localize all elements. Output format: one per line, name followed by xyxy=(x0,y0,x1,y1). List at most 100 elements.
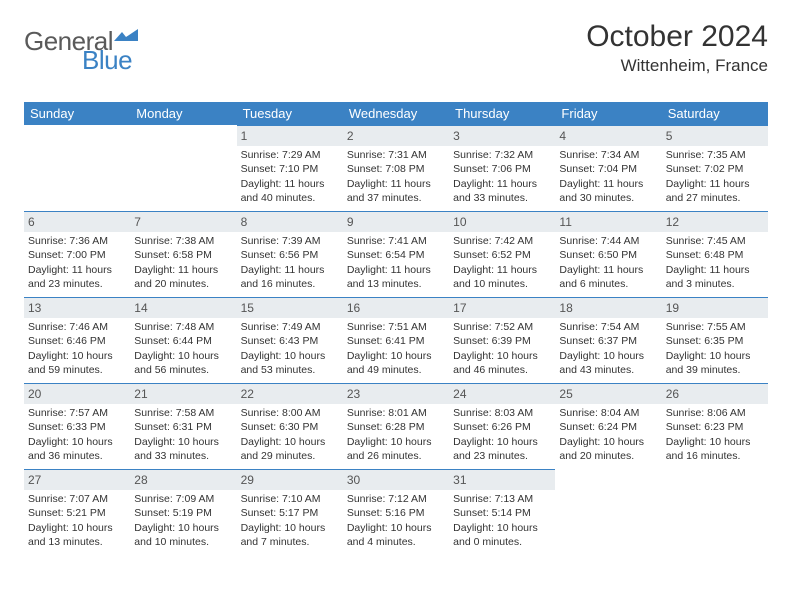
daylight-text: Daylight: 11 hours and 3 minutes. xyxy=(666,263,764,291)
day-cell: 10Sunrise: 7:42 AMSunset: 6:52 PMDayligh… xyxy=(449,211,555,297)
day-number: 19 xyxy=(662,297,768,318)
day-number: 14 xyxy=(130,297,236,318)
daylight-text: Daylight: 11 hours and 13 minutes. xyxy=(347,263,445,291)
sunrise-text: Sunrise: 7:29 AM xyxy=(241,148,339,162)
empty-cell xyxy=(130,125,236,211)
daylight-text: Daylight: 11 hours and 27 minutes. xyxy=(666,177,764,205)
sunset-text: Sunset: 7:04 PM xyxy=(559,162,657,176)
daylight-text: Daylight: 11 hours and 37 minutes. xyxy=(347,177,445,205)
day-cell: 15Sunrise: 7:49 AMSunset: 6:43 PMDayligh… xyxy=(237,297,343,383)
sunrise-text: Sunrise: 8:00 AM xyxy=(241,406,339,420)
sunrise-text: Sunrise: 7:35 AM xyxy=(666,148,764,162)
sunset-text: Sunset: 7:02 PM xyxy=(666,162,764,176)
sunset-text: Sunset: 6:52 PM xyxy=(453,248,551,262)
daylight-text: Daylight: 10 hours and 4 minutes. xyxy=(347,521,445,549)
sunset-text: Sunset: 7:10 PM xyxy=(241,162,339,176)
sunset-text: Sunset: 6:30 PM xyxy=(241,420,339,434)
sunset-text: Sunset: 7:06 PM xyxy=(453,162,551,176)
daylight-text: Daylight: 11 hours and 6 minutes. xyxy=(559,263,657,291)
day-cell: 30 Sunrise: 7:12 AMSunset: 5:16 PMDayligh… xyxy=(343,469,449,555)
daylight-text: Daylight: 10 hours and 16 minutes. xyxy=(666,435,764,463)
sunset-text: Sunset: 6:44 PM xyxy=(134,334,232,348)
daylight-text: Daylight: 10 hours and 39 minutes. xyxy=(666,349,764,377)
daylight-text: Daylight: 11 hours and 33 minutes. xyxy=(453,177,551,205)
dow-header: Tuesday xyxy=(237,102,343,125)
sunrise-text: Sunrise: 7:12 AM xyxy=(347,492,445,506)
sunrise-text: Sunrise: 7:52 AM xyxy=(453,320,551,334)
sunset-text: Sunset: 7:08 PM xyxy=(347,162,445,176)
empty-cell xyxy=(24,125,130,211)
sunset-text: Sunset: 5:14 PM xyxy=(453,506,551,520)
day-number: 26 xyxy=(662,383,768,404)
day-cell: 18Sunrise: 7:54 AMSunset: 6:37 PMDayligh… xyxy=(555,297,661,383)
daylight-text: Daylight: 10 hours and 29 minutes. xyxy=(241,435,339,463)
location-label: Wittenheim, France xyxy=(586,56,768,76)
sunrise-text: Sunrise: 7:45 AM xyxy=(666,234,764,248)
day-cell: 7Sunrise: 7:38 AMSunset: 6:58 PMDaylight… xyxy=(130,211,236,297)
daylight-text: Daylight: 11 hours and 30 minutes. xyxy=(559,177,657,205)
sunrise-text: Sunrise: 7:38 AM xyxy=(134,234,232,248)
day-cell: 20Sunrise: 7:57 AMSunset: 6:33 PMDayligh… xyxy=(24,383,130,469)
dow-header: Wednesday xyxy=(343,102,449,125)
daylight-text: Daylight: 10 hours and 33 minutes. xyxy=(134,435,232,463)
day-cell: 11Sunrise: 7:44 AMSunset: 6:50 PMDayligh… xyxy=(555,211,661,297)
day-cell: 12Sunrise: 7:45 AMSunset: 6:48 PMDayligh… xyxy=(662,211,768,297)
day-cell: 6Sunrise: 7:36 AMSunset: 7:00 PMDaylight… xyxy=(24,211,130,297)
calendar-grid: SundayMondayTuesdayWednesdayThursdayFrid… xyxy=(24,102,768,555)
sunset-text: Sunset: 6:37 PM xyxy=(559,334,657,348)
daylight-text: Daylight: 11 hours and 10 minutes. xyxy=(453,263,551,291)
header-row: GeneralBlue October 2024 Wittenheim, Fra… xyxy=(24,20,768,88)
sunset-text: Sunset: 6:23 PM xyxy=(666,420,764,434)
sunset-text: Sunset: 6:24 PM xyxy=(559,420,657,434)
sunset-text: Sunset: 6:54 PM xyxy=(347,248,445,262)
day-cell: 5Sunrise: 7:35 AMSunset: 7:02 PMDaylight… xyxy=(662,125,768,211)
sunset-text: Sunset: 5:16 PM xyxy=(347,506,445,520)
sunrise-text: Sunrise: 7:34 AM xyxy=(559,148,657,162)
sunset-text: Sunset: 6:56 PM xyxy=(241,248,339,262)
daylight-text: Daylight: 10 hours and 59 minutes. xyxy=(28,349,126,377)
dow-header: Thursday xyxy=(449,102,555,125)
sunset-text: Sunset: 6:58 PM xyxy=(134,248,232,262)
daylight-text: Daylight: 10 hours and 36 minutes. xyxy=(28,435,126,463)
day-cell: 16Sunrise: 7:51 AMSunset: 6:41 PMDayligh… xyxy=(343,297,449,383)
day-number: 28 xyxy=(130,469,236,490)
day-number: 25 xyxy=(555,383,661,404)
day-number: 31 xyxy=(449,469,555,490)
day-cell: 25Sunrise: 8:04 AMSunset: 6:24 PMDayligh… xyxy=(555,383,661,469)
daylight-text: Daylight: 10 hours and 56 minutes. xyxy=(134,349,232,377)
sunrise-text: Sunrise: 7:36 AM xyxy=(28,234,126,248)
day-number: 30 xyxy=(343,469,449,490)
sunrise-text: Sunrise: 8:06 AM xyxy=(666,406,764,420)
sunrise-text: Sunrise: 7:41 AM xyxy=(347,234,445,248)
sunrise-text: Sunrise: 7:13 AM xyxy=(453,492,551,506)
daylight-text: Daylight: 11 hours and 16 minutes. xyxy=(241,263,339,291)
daylight-text: Daylight: 11 hours and 40 minutes. xyxy=(241,177,339,205)
sunrise-text: Sunrise: 7:39 AM xyxy=(241,234,339,248)
day-number: 22 xyxy=(237,383,343,404)
day-number: 16 xyxy=(343,297,449,318)
day-cell: 19Sunrise: 7:55 AMSunset: 6:35 PMDayligh… xyxy=(662,297,768,383)
day-cell: 22 Sunrise: 8:00 AMSunset: 6:30 PMDayligh… xyxy=(237,383,343,469)
sunset-text: Sunset: 6:39 PM xyxy=(453,334,551,348)
day-cell: 9Sunrise: 7:41 AMSunset: 6:54 PMDaylight… xyxy=(343,211,449,297)
daylight-text: Daylight: 10 hours and 46 minutes. xyxy=(453,349,551,377)
daylight-text: Daylight: 10 hours and 10 minutes. xyxy=(134,521,232,549)
day-number: 21 xyxy=(130,383,236,404)
sunrise-text: Sunrise: 7:32 AM xyxy=(453,148,551,162)
day-number: 17 xyxy=(449,297,555,318)
day-number: 18 xyxy=(555,297,661,318)
daylight-text: Daylight: 10 hours and 0 minutes. xyxy=(453,521,551,549)
day-number: 27 xyxy=(24,469,130,490)
day-cell: 21Sunrise: 7:58 AMSunset: 6:31 PMDayligh… xyxy=(130,383,236,469)
sunrise-text: Sunrise: 7:48 AM xyxy=(134,320,232,334)
day-cell: 2Sunrise: 7:31 AMSunset: 7:08 PMDaylight… xyxy=(343,125,449,211)
day-cell: 23Sunrise: 8:01 AMSunset: 6:28 PMDayligh… xyxy=(343,383,449,469)
daylight-text: Daylight: 11 hours and 20 minutes. xyxy=(134,263,232,291)
daylight-text: Daylight: 10 hours and 26 minutes. xyxy=(347,435,445,463)
daylight-text: Daylight: 10 hours and 7 minutes. xyxy=(241,521,339,549)
day-cell: 31 Sunrise: 7:13 AMSunset: 5:14 PMDayligh… xyxy=(449,469,555,555)
daylight-text: Daylight: 10 hours and 13 minutes. xyxy=(28,521,126,549)
day-number: 10 xyxy=(449,211,555,232)
dow-header: Saturday xyxy=(662,102,768,125)
sunrise-text: Sunrise: 7:46 AM xyxy=(28,320,126,334)
